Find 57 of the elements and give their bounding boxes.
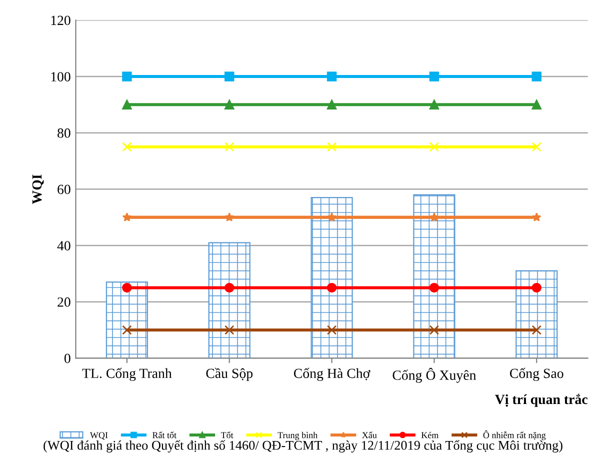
point xyxy=(122,142,132,152)
x-tick-label: Cầu Sộp xyxy=(206,368,253,381)
point xyxy=(532,325,542,335)
legend-label: Ô nhiễm rất nặng xyxy=(483,430,546,440)
x-axis-title: Vị trí quan trắc xyxy=(495,394,588,407)
point xyxy=(224,325,234,335)
bar xyxy=(310,197,353,358)
legend-label: Rất tốt xyxy=(152,432,177,438)
bar xyxy=(106,282,148,358)
point xyxy=(429,100,440,110)
point xyxy=(224,282,234,293)
point xyxy=(429,282,440,293)
point xyxy=(532,282,542,293)
point xyxy=(224,100,234,110)
x-tick-label: Cống Sao xyxy=(510,368,564,381)
point xyxy=(429,325,440,335)
point xyxy=(122,100,132,110)
y-tick-label: 80 xyxy=(58,128,70,138)
point xyxy=(327,212,336,222)
point xyxy=(122,72,132,82)
point xyxy=(122,282,132,293)
y-tick-label: 20 xyxy=(58,297,70,307)
point xyxy=(532,100,542,110)
x-tick-label: Cống Hà Chợ xyxy=(294,368,370,381)
y-tick-label: 40 xyxy=(57,241,70,250)
point xyxy=(326,282,337,293)
y-axis-title: WQI xyxy=(32,174,44,204)
point xyxy=(532,72,542,82)
bar xyxy=(208,242,250,358)
point xyxy=(224,72,234,82)
point xyxy=(532,142,542,152)
bar xyxy=(413,194,456,358)
legend-label: Xấu xyxy=(362,432,377,438)
legend-label: WQI xyxy=(90,432,108,440)
point xyxy=(429,72,440,82)
point xyxy=(224,212,234,222)
point xyxy=(532,212,542,222)
text: (WQI đánh giá theo Quyết định số 1460/ QĐ-TCMT , ngày 12/11/2019 của Tổng cục Môi trường) xyxy=(44,440,562,453)
y-tick-label: 120 xyxy=(51,16,70,26)
point xyxy=(326,325,337,335)
y-tick-label: 60 xyxy=(58,184,70,194)
x-tick-label: TL. Cống Tranh xyxy=(82,368,172,381)
bar xyxy=(516,270,558,358)
point xyxy=(429,142,440,152)
point xyxy=(326,100,337,110)
legend-label: Trung bình xyxy=(278,432,318,440)
point xyxy=(326,72,337,82)
x-tick-label: Cống Ô Xuyên xyxy=(392,368,476,383)
y-tick-label: 0 xyxy=(64,354,70,364)
legend-label: Kém xyxy=(421,432,439,438)
point xyxy=(224,142,234,152)
point xyxy=(326,142,337,152)
point xyxy=(122,325,132,335)
point xyxy=(430,212,439,222)
legend-label: Tốt xyxy=(220,432,234,438)
point xyxy=(122,212,132,222)
y-tick-label: 100 xyxy=(51,72,70,82)
